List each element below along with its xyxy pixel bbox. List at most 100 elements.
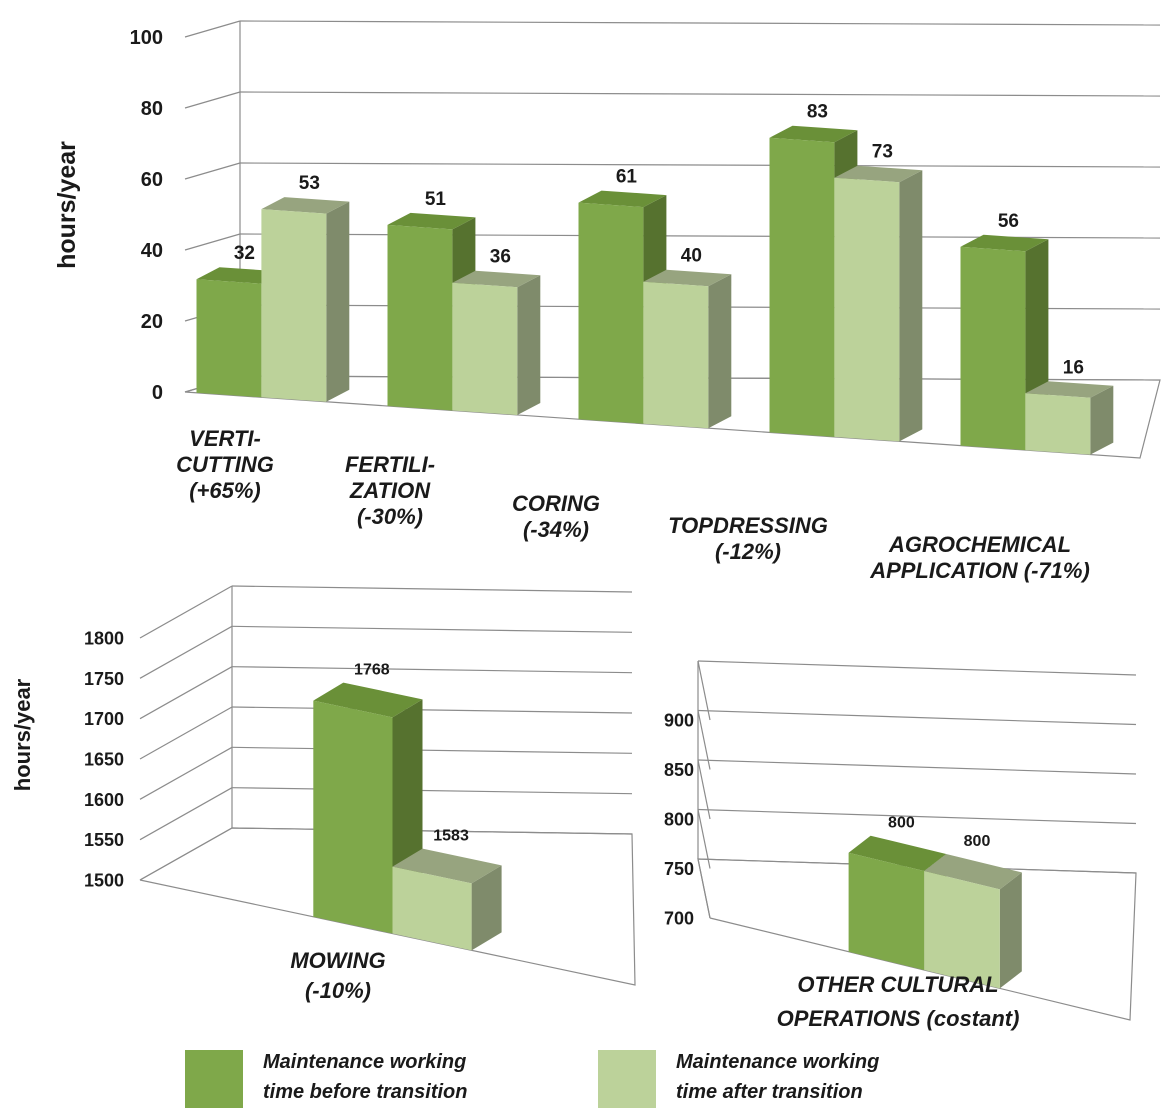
data-label: 1583 [433, 828, 469, 845]
bar-top [848, 835, 947, 871]
data-label: 32 [234, 243, 255, 264]
bar-top [261, 197, 350, 214]
y-tick-label: 100 [130, 27, 163, 49]
legend-label: Maintenance working [263, 1051, 466, 1073]
bar-front [261, 209, 327, 402]
data-label: 36 [490, 247, 511, 268]
gridline [239, 233, 1161, 239]
data-label: 61 [616, 167, 638, 188]
category-label: OTHER CULTURAL [797, 972, 998, 997]
category-label: VERTI- [189, 426, 261, 451]
bar-top [960, 234, 1049, 252]
gridline-side [697, 660, 711, 721]
category-label: (-34%) [523, 517, 589, 542]
chart-main: 0 20 40 60 80 100 32 53 51 36 61 40 83 73 56 16 VERTI-CU… [53, 20, 1161, 583]
data-label: 83 [807, 102, 828, 123]
y-tick-label: 40 [141, 240, 163, 262]
bar-top [769, 125, 858, 143]
bar-front [924, 871, 1000, 989]
y-tick-label: 750 [664, 859, 694, 879]
bar-side [471, 865, 502, 951]
bar-front [769, 137, 835, 437]
category-label: (-12%) [715, 539, 781, 564]
bar-top [313, 682, 423, 718]
y-axis-label: hours/year [10, 678, 35, 791]
y-tick-label: 850 [664, 760, 694, 780]
gridline [697, 660, 1137, 676]
legend-swatch [185, 1050, 243, 1108]
y-tick-label: 0 [152, 382, 163, 404]
bar-front [392, 866, 472, 951]
category-label: (+65%) [189, 478, 261, 503]
data-label: 56 [998, 211, 1019, 232]
y-tick-label: 1650 [84, 749, 124, 769]
category-label: CUTTING [176, 452, 274, 477]
y-tick-label: 80 [141, 98, 163, 120]
y-tick-label: 20 [141, 311, 163, 333]
bar-top [387, 212, 476, 230]
gridline-side [139, 585, 233, 639]
gridline-side [184, 20, 241, 38]
bar-front [960, 246, 1026, 451]
bar-top [1025, 381, 1114, 398]
category-label: OPERATIONS (costant) [777, 1006, 1020, 1031]
data-label: 800 [888, 815, 915, 832]
bar-top [452, 270, 541, 288]
bar-top [834, 165, 923, 183]
y-tick-label: 1700 [84, 709, 124, 729]
gridline [697, 709, 1137, 726]
y-tick-label: 60 [141, 169, 163, 191]
gridline-side [184, 233, 241, 251]
bar-front [578, 202, 644, 424]
gridline [231, 585, 633, 593]
gridline-side [184, 91, 241, 109]
bar-side [999, 872, 1022, 989]
gridline [697, 808, 1137, 825]
category-label: FERTILI- [345, 452, 435, 477]
bar-top [578, 190, 667, 208]
data-label: 40 [681, 246, 702, 267]
category-label: APPLICATION (-71%) [869, 558, 1090, 583]
y-tick-label: 1750 [84, 669, 124, 689]
bar-front [196, 279, 262, 398]
gridline [231, 625, 633, 633]
gridline [231, 706, 633, 714]
chart-other: 700 750 800 850 900 800 800 OTHER CULTURAL OPERA… [664, 660, 1137, 1031]
y-tick-label: 1550 [84, 830, 124, 850]
chart-mowing: 1500 1550 1600 1650 1700 1750 1800 1768 1583 MOWI… [10, 585, 636, 1003]
y-tick-label: 900 [664, 710, 694, 730]
bar-side [708, 274, 732, 429]
data-label: 800 [964, 833, 991, 850]
bar-side [899, 170, 923, 442]
bar-side [517, 275, 541, 415]
bar-front [313, 700, 393, 934]
data-label: 1768 [354, 662, 390, 679]
bar-front [452, 282, 518, 415]
bar-front [387, 224, 453, 411]
bar-side [1090, 385, 1114, 455]
data-label: 51 [425, 189, 447, 210]
bar-top [643, 269, 732, 287]
y-tick-label: 700 [664, 908, 694, 928]
gridline-side [697, 759, 711, 820]
data-label: 73 [872, 142, 893, 163]
data-label: 16 [1063, 357, 1084, 378]
gridline-side [139, 787, 233, 841]
bar-side [326, 201, 350, 402]
y-tick-label: 800 [664, 809, 694, 829]
y-tick-label: 1600 [84, 790, 124, 810]
category-label: (-10%) [305, 978, 371, 1003]
legend-label: time after transition [676, 1081, 863, 1103]
bar-front [834, 177, 900, 442]
gridline-side [697, 809, 711, 869]
y-tick-label: 1800 [84, 628, 124, 648]
gridline [231, 746, 633, 754]
legend: Maintenance working time before transitio… [185, 1050, 879, 1108]
legend-label: Maintenance working [676, 1051, 879, 1073]
bar-top [924, 854, 1022, 890]
gridline [231, 787, 633, 795]
gridline-side [184, 162, 241, 180]
gridline [697, 759, 1137, 775]
bar-front [643, 281, 709, 429]
